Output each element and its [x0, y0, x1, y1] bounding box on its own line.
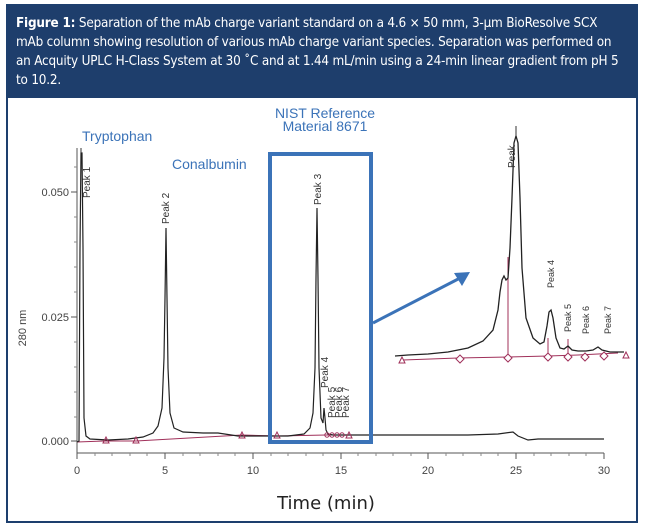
- peak-3-label: Peak 3: [313, 173, 324, 205]
- annotation-tryptophan: Tryptophan: [82, 128, 152, 144]
- annotation-conalbumin: Conalbumin: [172, 156, 247, 172]
- y-tick-1: 0.025: [41, 312, 69, 324]
- x-tick-3: 15: [335, 465, 347, 477]
- peak-4-label: Peak 4: [320, 356, 331, 388]
- peak-5-label: Peak 5: [327, 386, 338, 418]
- zoom-arrow-icon: [372, 272, 470, 325]
- y-axis: 0.000 0.025 0.050 280 nm: [17, 148, 78, 453]
- y-tick-2: 0.050: [41, 187, 69, 199]
- x-axis-label: Time (min): [276, 493, 375, 514]
- peak-6-label: Peak 6: [334, 386, 345, 418]
- chromatogram-chart: Tryptophan Conalbumin NIST Reference Mat…: [17, 105, 630, 514]
- caption-text: Separation of the mAb charge variant sta…: [16, 16, 619, 88]
- inset-peak-6-label: Peak 6: [581, 306, 591, 334]
- peak-1-label: Peak 1: [82, 166, 93, 198]
- x-axis: 0 5 10 15 20 25 30 Time (min): [74, 452, 610, 514]
- peak-2-label: Peak 2: [161, 192, 172, 224]
- x-tick-5: 25: [510, 465, 522, 477]
- x-tick-4: 20: [422, 465, 434, 477]
- y-axis-label: 280 nm: [17, 310, 29, 347]
- x-tick-0: 0: [74, 465, 80, 477]
- baseline-markers: [102, 430, 353, 444]
- nist-highlight-box: [268, 152, 373, 444]
- y-tick-0: 0.000: [41, 436, 69, 448]
- inset-peak-5-label: Peak 5: [563, 304, 573, 332]
- inset-peak-7-label: Peak 7: [603, 306, 613, 334]
- x-tick-2: 10: [247, 465, 259, 477]
- x-tick-1: 5: [162, 465, 168, 477]
- annotation-nist-line2: Material 8671: [283, 118, 368, 134]
- inset-peak-3-label: Peak: [507, 144, 518, 168]
- inset-zoom: Peak Peak 4 Peak 5 Peak 6 Peak 7: [394, 126, 630, 364]
- annotation-nist-line1: NIST Reference: [275, 105, 375, 121]
- x-tick-6: 30: [598, 465, 610, 477]
- inset-peak-4-label: Peak 4: [546, 260, 556, 288]
- figure-caption: Figure 1: Separation of the mAb charge v…: [8, 6, 636, 98]
- peak-7-label: Peak 7: [341, 386, 352, 418]
- figure-frame: Figure 1: Separation of the mAb charge v…: [6, 4, 638, 523]
- inset-trace: [394, 133, 624, 357]
- caption-label: Figure 1:: [16, 16, 76, 31]
